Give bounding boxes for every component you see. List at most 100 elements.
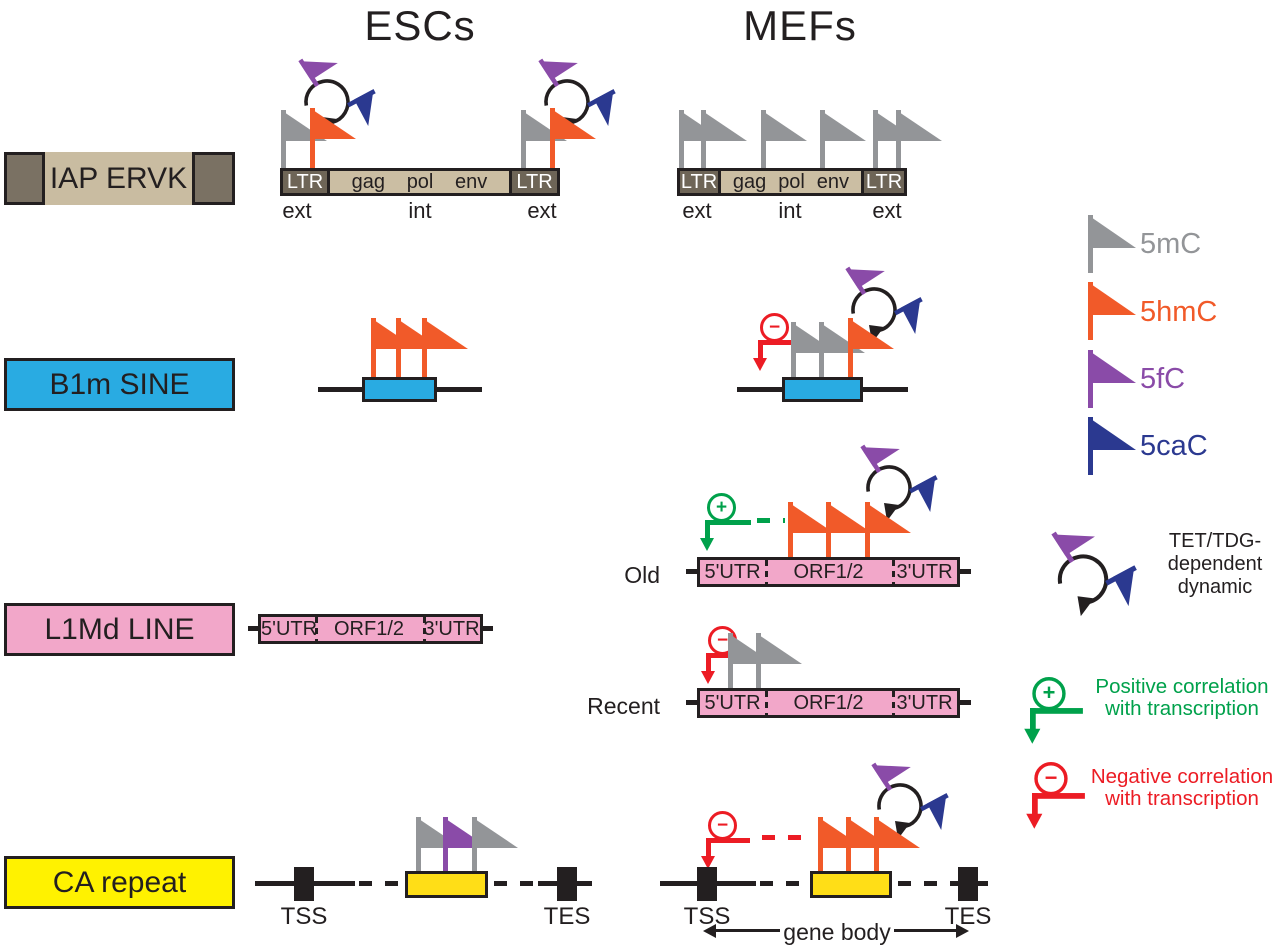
ext-label: ext bbox=[872, 198, 902, 223]
gag-label: gag bbox=[351, 171, 386, 193]
env-label: env bbox=[455, 171, 488, 193]
left-arrowhead-icon bbox=[703, 924, 716, 938]
5hmc-flag-icon bbox=[422, 318, 468, 377]
cycle-arrowhead-icon bbox=[884, 503, 899, 521]
utr3-label: 3'UTR bbox=[896, 692, 953, 714]
5fc-flag-icon bbox=[860, 444, 900, 474]
cycle-arrow-icon bbox=[304, 79, 350, 125]
5hmc-flag-icon bbox=[1088, 282, 1136, 340]
green-dashed-connector bbox=[757, 518, 785, 523]
5hmc-flag-icon bbox=[550, 108, 596, 170]
b1m-element-mef bbox=[782, 377, 863, 402]
5mc-flag-icon bbox=[701, 110, 747, 170]
5mc-flag-icon bbox=[472, 817, 518, 872]
row-label-b1m-sine: B1m SINE bbox=[4, 358, 235, 411]
ca-repeat-element-mef bbox=[810, 871, 892, 898]
tet-tdg-legend-text: TET/TDG- dependent dynamic bbox=[1150, 530, 1280, 599]
tet-line2: dependent bbox=[1167, 553, 1263, 575]
row-label-text: IAP ERVK bbox=[49, 161, 188, 195]
negative-correlation-icon: − bbox=[752, 313, 822, 373]
dna-line-stub bbox=[958, 569, 971, 574]
legend-5mc-label: 5mC bbox=[1140, 228, 1202, 260]
dna-line-stub bbox=[686, 700, 699, 705]
dashed-dna-line bbox=[898, 881, 944, 886]
dna-line-stub bbox=[481, 626, 493, 631]
minus-sign: − bbox=[716, 630, 729, 651]
5fc-flag-icon bbox=[1088, 350, 1136, 408]
pol-label: pol bbox=[778, 171, 805, 193]
tet-line3: dynamic bbox=[1177, 576, 1253, 598]
5hmc-flag-icon bbox=[865, 502, 911, 558]
utr3-label: 3'UTR bbox=[423, 618, 480, 640]
tss-label: TSS bbox=[280, 903, 328, 930]
positive-correlation-text: Positive correlation with transcription bbox=[1086, 676, 1278, 720]
ext-label: ext bbox=[527, 198, 557, 223]
5cac-flag-icon bbox=[1088, 417, 1136, 475]
5mc-flag-icon bbox=[820, 110, 866, 170]
l1md-element-mef-old: 5'UTR ORF1/2 3'UTR bbox=[697, 557, 960, 587]
5cac-flag-icon bbox=[894, 297, 923, 334]
orf-label: ORF1/2 bbox=[793, 692, 864, 714]
tet-tdg-cycle-icon bbox=[860, 444, 938, 521]
5cac-flag-icon bbox=[1105, 565, 1137, 607]
utr5-label: 5'UTR bbox=[261, 618, 318, 640]
right-arrowhead-icon bbox=[956, 924, 969, 938]
dna-line-stub bbox=[686, 569, 699, 574]
5cac-flag-icon bbox=[920, 793, 949, 830]
5fc-flag-icon bbox=[871, 762, 911, 792]
column-header-escs: ESCs bbox=[364, 2, 476, 49]
row-label-l1md-line: L1Md LINE bbox=[4, 603, 235, 656]
positive-correlation-icon: + bbox=[699, 493, 769, 553]
ltr-box: LTR bbox=[861, 171, 904, 193]
5hmc-flag-icon bbox=[874, 817, 920, 872]
negative-correlation-text: Negative correlation with transcription bbox=[1086, 766, 1278, 810]
old-label: Old bbox=[624, 562, 660, 588]
gene-body-label: gene body bbox=[783, 919, 891, 945]
gene-body-arrow-line bbox=[714, 929, 780, 932]
5cac-flag-icon bbox=[587, 89, 616, 126]
negative-correlation-icon: − bbox=[1026, 762, 1106, 831]
5mc-flag-icon bbox=[761, 110, 807, 170]
dashed-dna-line bbox=[359, 881, 401, 886]
utr5-label: 5'UTR bbox=[704, 561, 761, 583]
cycle-arrow-icon bbox=[877, 783, 923, 829]
column-header-mefs: MEFs bbox=[743, 2, 857, 49]
cycle-arrowhead-icon bbox=[1077, 596, 1095, 617]
gene-body-arrow-line bbox=[894, 929, 956, 932]
iap-internal-region: gag pol env bbox=[721, 171, 861, 193]
dna-line-stub bbox=[958, 700, 971, 705]
legend-5hmc-label: 5hmC bbox=[1140, 296, 1218, 328]
positive-line1: Positive correlation bbox=[1095, 675, 1269, 698]
tet-tdg-cycle-icon bbox=[1051, 531, 1137, 617]
minus-sign: − bbox=[1044, 766, 1058, 791]
iap-element-esc: LTR gag pol env LTR bbox=[280, 168, 560, 196]
ext-label: ext bbox=[682, 198, 712, 223]
ca-repeat-element-esc bbox=[405, 871, 488, 898]
row-label-text: L1Md LINE bbox=[44, 612, 195, 646]
ext-label: ext bbox=[282, 198, 312, 223]
cycle-arrow-icon bbox=[866, 465, 912, 511]
l1md-element-mef-recent: 5'UTR ORF1/2 3'UTR bbox=[697, 688, 960, 718]
legend-5fc-label: 5fC bbox=[1140, 363, 1186, 395]
row-label-iap-ervk: IAP ERVK bbox=[4, 152, 235, 205]
utr5-label: 5'UTR bbox=[704, 692, 761, 714]
negative-line1: Negative correlation bbox=[1090, 765, 1274, 788]
5mc-flag-icon bbox=[1088, 215, 1136, 273]
iap-label-inner: IAP ERVK bbox=[42, 152, 195, 205]
iap-element-mef: LTR gag pol env LTR bbox=[677, 168, 907, 196]
5fc-flag-icon bbox=[298, 58, 338, 88]
utr3-label: 3'UTR bbox=[896, 561, 953, 583]
l1md-element-esc: 5'UTR ORF1/2 3'UTR bbox=[258, 614, 483, 644]
tet-line1: TET/TDG- bbox=[1168, 530, 1262, 552]
iap-internal-region: gag pol env bbox=[330, 171, 509, 193]
int-label: int bbox=[778, 198, 802, 223]
tes-box bbox=[958, 867, 978, 901]
5hmc-flag-icon bbox=[310, 108, 356, 170]
pol-label: pol bbox=[406, 171, 434, 193]
recent-label: Recent bbox=[587, 693, 660, 719]
red-dashed-connector bbox=[762, 835, 802, 840]
5hmc-flag-icon bbox=[848, 318, 894, 377]
dashed-dna-line bbox=[760, 881, 804, 886]
dashed-dna-line bbox=[494, 881, 536, 886]
